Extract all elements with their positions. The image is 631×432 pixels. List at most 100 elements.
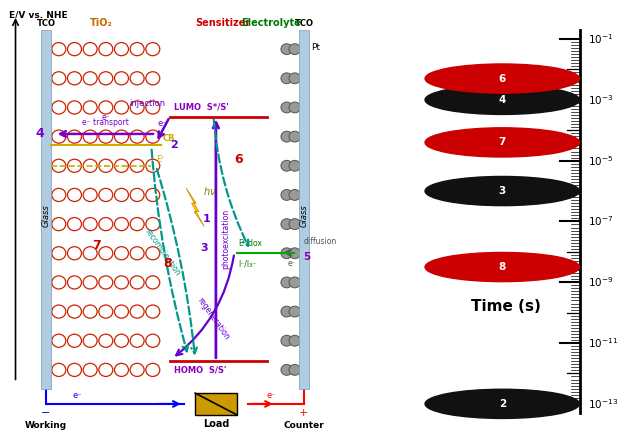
Circle shape <box>52 188 66 201</box>
Circle shape <box>83 130 97 143</box>
Circle shape <box>83 305 97 318</box>
Circle shape <box>281 306 293 317</box>
Circle shape <box>130 72 144 85</box>
Circle shape <box>52 218 66 231</box>
Circle shape <box>99 159 113 172</box>
Circle shape <box>146 101 160 114</box>
Text: e⁻ transport: e⁻ transport <box>83 118 129 127</box>
Circle shape <box>114 101 129 114</box>
Polygon shape <box>186 188 204 227</box>
Circle shape <box>114 159 129 172</box>
Text: 7: 7 <box>498 137 506 147</box>
Circle shape <box>425 64 579 93</box>
Circle shape <box>281 102 293 113</box>
Circle shape <box>130 247 144 260</box>
Circle shape <box>83 188 97 201</box>
Text: diffusion: diffusion <box>304 237 337 246</box>
Circle shape <box>114 43 129 56</box>
Circle shape <box>281 335 293 346</box>
Text: e⁻: e⁻ <box>287 259 296 268</box>
Circle shape <box>146 218 160 231</box>
Circle shape <box>52 334 66 347</box>
Circle shape <box>68 159 81 172</box>
Text: Electrolyte: Electrolyte <box>241 18 301 28</box>
Circle shape <box>289 335 300 346</box>
Circle shape <box>425 85 579 114</box>
Circle shape <box>130 363 144 376</box>
Circle shape <box>146 72 160 85</box>
Circle shape <box>114 72 129 85</box>
Text: e⁻: e⁻ <box>102 113 110 122</box>
Circle shape <box>52 247 66 260</box>
Text: CB: CB <box>163 133 175 143</box>
Text: 6: 6 <box>498 73 506 83</box>
Circle shape <box>289 160 300 171</box>
Text: e⁻: e⁻ <box>266 391 276 400</box>
Circle shape <box>130 130 144 143</box>
Circle shape <box>146 43 160 56</box>
Circle shape <box>289 219 300 229</box>
Circle shape <box>99 130 113 143</box>
Circle shape <box>52 159 66 172</box>
Text: $10^{-9}$: $10^{-9}$ <box>587 275 613 289</box>
Circle shape <box>114 218 129 231</box>
FancyBboxPatch shape <box>41 30 51 389</box>
Text: regeneration: regeneration <box>196 296 232 342</box>
Circle shape <box>425 176 579 206</box>
Text: Eᶠ: Eᶠ <box>156 155 164 164</box>
Circle shape <box>281 190 293 200</box>
Text: 8: 8 <box>163 257 172 270</box>
Circle shape <box>83 218 97 231</box>
Circle shape <box>130 43 144 56</box>
Circle shape <box>99 188 113 201</box>
Text: recombination: recombination <box>142 227 181 278</box>
Circle shape <box>68 72 81 85</box>
Circle shape <box>281 219 293 229</box>
Circle shape <box>114 188 129 201</box>
Text: Sensitizer: Sensitizer <box>195 18 251 28</box>
Circle shape <box>83 334 97 347</box>
Circle shape <box>68 276 81 289</box>
Circle shape <box>99 305 113 318</box>
Text: 8: 8 <box>498 262 506 272</box>
Text: photoexcitation: photoexcitation <box>221 209 230 269</box>
Circle shape <box>99 247 113 260</box>
Circle shape <box>281 277 293 288</box>
Circle shape <box>99 363 113 376</box>
Text: 2: 2 <box>170 140 179 150</box>
Text: LUMO  S*/S': LUMO S*/S' <box>174 102 229 111</box>
Circle shape <box>83 159 97 172</box>
Circle shape <box>83 247 97 260</box>
Circle shape <box>425 252 579 282</box>
Circle shape <box>114 130 129 143</box>
Text: TCO: TCO <box>37 19 56 28</box>
Circle shape <box>130 276 144 289</box>
Circle shape <box>68 188 81 201</box>
Text: Glass: Glass <box>42 205 50 227</box>
Circle shape <box>68 334 81 347</box>
Text: Pt: Pt <box>311 43 321 52</box>
Circle shape <box>281 131 293 142</box>
Text: 5: 5 <box>304 252 310 262</box>
Circle shape <box>83 276 97 289</box>
Circle shape <box>146 334 160 347</box>
Circle shape <box>281 73 293 84</box>
Text: e⁻: e⁻ <box>73 391 83 400</box>
Text: Glass: Glass <box>299 205 309 227</box>
Circle shape <box>130 188 144 201</box>
Circle shape <box>281 44 293 54</box>
Text: $h\nu$: $h\nu$ <box>203 184 217 197</box>
Circle shape <box>281 248 293 259</box>
Circle shape <box>99 276 113 289</box>
Text: Working
electrode: Working electrode <box>22 421 70 432</box>
Circle shape <box>52 43 66 56</box>
Text: Eᶠᵉdox: Eᶠᵉdox <box>238 239 262 248</box>
Circle shape <box>146 188 160 201</box>
Text: $10^{-3}$: $10^{-3}$ <box>587 93 613 107</box>
Text: I⁻/I₃⁻: I⁻/I₃⁻ <box>238 259 256 268</box>
Circle shape <box>83 72 97 85</box>
Circle shape <box>99 334 113 347</box>
Circle shape <box>114 305 129 318</box>
Circle shape <box>289 277 300 288</box>
Text: 4: 4 <box>498 95 506 105</box>
